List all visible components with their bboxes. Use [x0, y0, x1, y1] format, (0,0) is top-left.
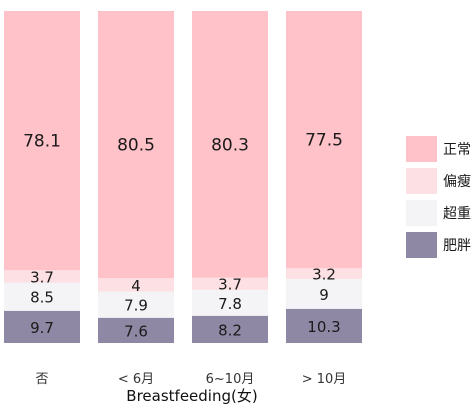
legend-swatch	[406, 232, 437, 258]
x-tick-label: 6~10月	[206, 372, 255, 387]
data-label: 77.5	[305, 131, 343, 151]
bar-segment	[4, 270, 80, 283]
data-label: 4	[131, 277, 141, 295]
data-label: 7.6	[124, 322, 148, 340]
bar-segment	[4, 11, 80, 271]
data-label: 7.8	[218, 295, 242, 313]
bar-segment	[192, 315, 268, 343]
bar-segment	[192, 277, 268, 290]
x-tick-label: > 10月	[302, 372, 347, 387]
legend-label: 超重	[443, 206, 471, 222]
bar-segment	[286, 268, 362, 279]
legend-swatch	[406, 168, 437, 194]
data-labels-layer: 9.78.53.778.17.67.9480.58.27.83.780.310.…	[23, 131, 343, 341]
data-label: 80.3	[211, 135, 249, 155]
data-label: 7.9	[124, 297, 148, 315]
bar-segment	[98, 278, 174, 292]
bar-segment	[286, 278, 362, 309]
data-label: 80.5	[117, 136, 155, 156]
x-axis-title: Breastfeeding(女)	[126, 387, 257, 405]
data-label: 9	[319, 286, 329, 304]
bar-segment	[192, 289, 268, 316]
bar-segment	[4, 310, 80, 343]
x-tick-label: < 6月	[118, 372, 154, 387]
data-label: 3.7	[30, 268, 54, 286]
bar-segment	[4, 282, 80, 311]
data-label: 9.7	[30, 319, 54, 337]
bar-segment	[98, 317, 174, 343]
bar-segment	[286, 11, 362, 269]
legend-swatch	[406, 200, 437, 226]
bar-segment	[286, 308, 362, 343]
bar-segment	[98, 11, 174, 279]
data-label: 3.2	[312, 266, 336, 284]
legend-swatch	[406, 136, 437, 162]
legend-label: 偏瘦	[443, 173, 471, 190]
x-tick-label: 否	[35, 372, 48, 387]
data-label: 3.7	[218, 276, 242, 294]
legend-label: 肥胖	[443, 238, 471, 254]
data-label: 8.2	[218, 321, 242, 339]
bar-segment	[98, 291, 174, 318]
bars-layer	[4, 11, 362, 343]
x-tick-labels: 否 < 6月 6~10月 > 10月	[35, 372, 346, 387]
legend-label: 正常	[443, 142, 471, 158]
data-label: 78.1	[23, 132, 61, 152]
bar-segment	[192, 11, 268, 278]
data-label: 8.5	[30, 289, 54, 307]
data-label: 10.3	[307, 318, 340, 336]
